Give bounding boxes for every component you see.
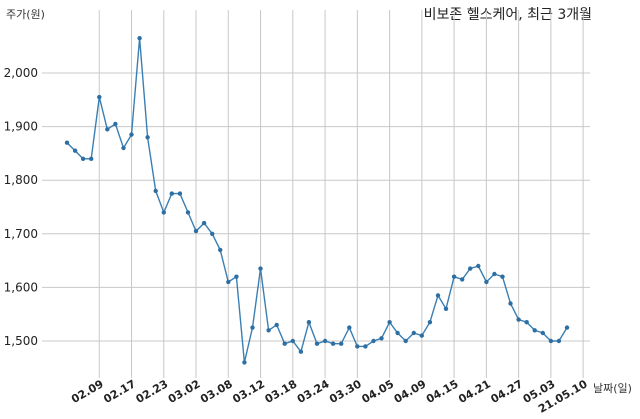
data-point (460, 277, 465, 282)
data-point (411, 330, 416, 336)
data-point (556, 338, 562, 344)
y-tick-label: 1,800 (4, 173, 38, 187)
x-tick-label: 02.09 (69, 377, 106, 406)
y-tick-label: 1,600 (4, 280, 38, 294)
y-tick-label: 1,900 (4, 120, 38, 134)
y-tick-label: 2,000 (4, 66, 38, 80)
data-point (564, 325, 570, 330)
data-point (113, 121, 118, 127)
data-point (258, 266, 263, 271)
x-tick-label: 03.12 (230, 377, 267, 406)
data-point (97, 94, 102, 100)
x-tick-label: 02.23 (134, 377, 171, 406)
data-point (363, 344, 368, 349)
x-tick-label: 03.02 (166, 377, 203, 406)
data-point (137, 36, 142, 41)
data-point (403, 338, 408, 344)
y-tick-label: 1,700 (4, 227, 38, 241)
data-point (468, 266, 473, 271)
data-point (298, 349, 304, 354)
data-point (516, 317, 521, 322)
data-point (371, 338, 376, 344)
x-tick-label: 03.08 (198, 377, 235, 406)
data-point (121, 145, 126, 151)
x-tick-label: 02.17 (101, 377, 138, 406)
data-point (484, 279, 489, 285)
data-point (395, 330, 400, 336)
data-point (161, 210, 166, 215)
chart-title: 비보존 헬스케어, 최근 3개월 (424, 7, 592, 23)
data-point (185, 210, 191, 215)
data-point (492, 271, 497, 277)
y-tick-label: 1,500 (4, 334, 38, 348)
series-line (66, 38, 568, 363)
y-tick-labels: 1,500 1,600 1,700 1,800 1,900 2,000 (4, 66, 38, 348)
data-point (282, 341, 287, 346)
data-point (290, 338, 295, 344)
data-point (64, 140, 70, 145)
data-point (532, 328, 537, 333)
data-point (355, 344, 360, 349)
data-point (330, 341, 336, 346)
data-point (145, 135, 150, 140)
x-tick-label: 03.24 (295, 377, 332, 406)
x-tick-label: 03.18 (263, 377, 300, 406)
data-point (266, 328, 271, 333)
data-point (339, 341, 344, 346)
data-point (274, 322, 279, 328)
data-point (435, 293, 441, 298)
data-point (322, 338, 328, 344)
x-tick-label: 03.30 (327, 377, 364, 406)
data-point (443, 306, 449, 311)
data-point (476, 263, 481, 269)
data-point (427, 320, 433, 325)
x-tick-label: 04.21 (456, 377, 493, 406)
series-plot (64, 36, 570, 365)
x-tick-label: 04.05 (359, 377, 396, 406)
data-point (540, 330, 545, 336)
data-point (89, 156, 94, 161)
data-point (419, 333, 424, 338)
data-point (80, 156, 86, 161)
data-point (379, 336, 384, 341)
data-point (347, 325, 352, 330)
data-point (153, 188, 158, 194)
data-point (234, 274, 239, 279)
data-point (306, 320, 312, 325)
data-point (508, 301, 513, 306)
data-point (218, 247, 223, 253)
x-tick-label: 04.15 (424, 377, 461, 406)
data-point (387, 320, 392, 325)
data-point (500, 274, 505, 279)
x-axis-label: 날짜(일) (593, 381, 632, 395)
data-point (548, 338, 554, 344)
data-point (169, 191, 174, 196)
data-point (105, 127, 110, 132)
data-point (193, 228, 199, 234)
data-point (250, 325, 255, 330)
data-point (242, 360, 247, 365)
data-point (524, 320, 529, 325)
data-point (201, 220, 207, 226)
data-point (210, 231, 215, 236)
data-point (129, 132, 134, 137)
x-tick-label: 04.09 (392, 377, 429, 406)
x-tick-labels: 02.0902.1702.2303.0203.0803.1203.1803.24… (69, 377, 590, 416)
data-point (177, 191, 183, 196)
y-axis-label: 주가(원) (6, 8, 45, 21)
data-point (72, 148, 78, 153)
grid (42, 10, 590, 378)
x-tick-label: 04.27 (488, 377, 525, 406)
data-point (226, 279, 231, 285)
data-point (451, 274, 457, 279)
data-point (314, 341, 320, 346)
